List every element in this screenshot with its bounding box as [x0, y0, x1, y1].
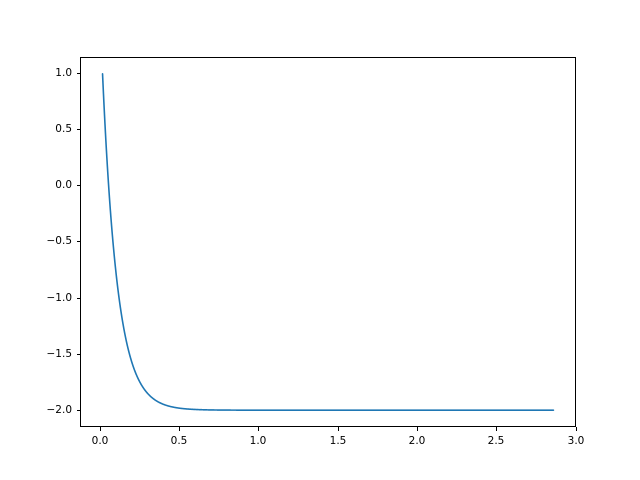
y-tick-mark	[76, 129, 80, 131]
y-tick-label: −1.5	[46, 347, 73, 360]
y-tick-label: −1.0	[46, 291, 73, 304]
x-tick-mark	[417, 427, 419, 431]
y-tick-mark	[76, 298, 80, 300]
x-tick-mark	[338, 427, 340, 431]
x-tick-mark	[258, 427, 260, 431]
x-tick-label: 0.0	[91, 435, 109, 447]
x-tick-label: 1.0	[249, 435, 267, 447]
x-tick-label: 1.5	[329, 435, 347, 447]
y-tick-mark	[76, 410, 80, 412]
y-tick-label: −2.0	[46, 403, 73, 416]
y-tick-label: −0.5	[46, 234, 73, 247]
data-line-exponential-decay	[101, 73, 555, 411]
y-axis-tick-labels: 1.0 0.5 0.0 −0.5 −1.0 −1.5 −2.0	[0, 0, 73, 480]
x-tick-label: 2.5	[487, 435, 505, 447]
y-tick-label: 1.0	[55, 66, 72, 79]
y-tick-mark	[76, 73, 80, 75]
x-tick-mark	[179, 427, 181, 431]
y-tick-label: 0.0	[55, 178, 72, 191]
plot-area	[101, 73, 555, 411]
x-tick-mark	[496, 427, 498, 431]
y-tick-mark	[76, 241, 80, 243]
x-tick-label: 2.0	[408, 435, 426, 447]
x-tick-label: 0.5	[170, 435, 188, 447]
x-tick-mark	[100, 427, 102, 431]
axes-frame	[80, 57, 576, 427]
y-tick-mark	[76, 354, 80, 356]
y-tick-mark	[76, 185, 80, 187]
x-tick-mark	[576, 427, 578, 431]
x-tick-label: 3.0	[567, 435, 585, 447]
y-tick-label: 0.5	[55, 122, 72, 135]
